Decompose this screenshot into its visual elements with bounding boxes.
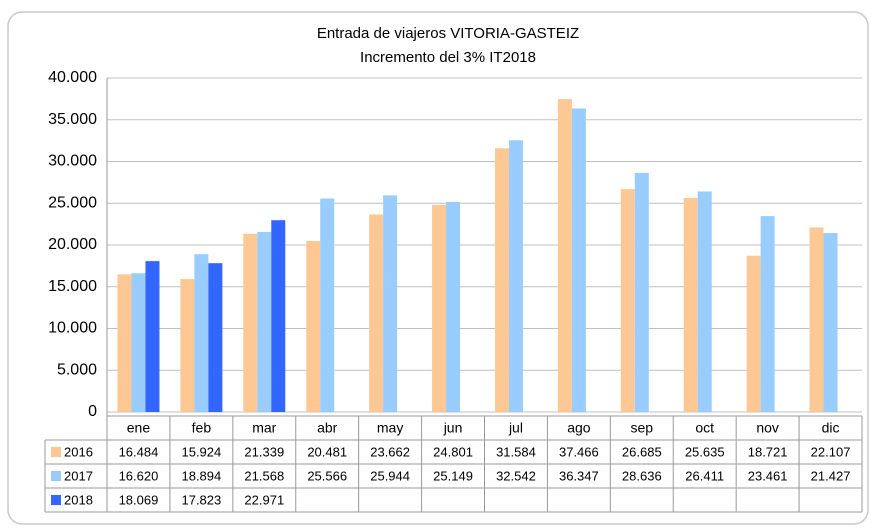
table-value: 22.107 (811, 444, 851, 459)
x-tick-label: nov (756, 420, 779, 436)
bar (557, 99, 572, 412)
table-value: 16.484 (119, 444, 159, 459)
table-value: 25.566 (307, 468, 347, 483)
table-value: 37.466 (559, 444, 599, 459)
x-tick-label: jul (508, 420, 523, 436)
chart-subtitle: Incremento del 3% IT2018 (360, 49, 536, 66)
bar (746, 255, 761, 412)
table-value: 18.069 (119, 492, 159, 507)
y-tick-label: 10.000 (48, 320, 97, 337)
table-value: 23.461 (748, 468, 788, 483)
y-tick-label: 5.000 (57, 361, 97, 378)
bar (257, 231, 272, 412)
legend-swatch (51, 447, 61, 457)
legend-swatch (51, 495, 61, 505)
table-value: 31.584 (496, 444, 536, 459)
bar (697, 191, 712, 412)
bar (760, 216, 775, 412)
x-tick-label: oct (695, 420, 714, 436)
table-value: 18.894 (181, 468, 221, 483)
x-tick-label: feb (192, 420, 212, 436)
bar (145, 261, 160, 412)
table-value: 26.411 (685, 468, 724, 483)
x-tick-label: ene (127, 420, 151, 436)
x-tick-label: abr (317, 420, 338, 436)
bar (180, 279, 195, 412)
table-value: 36.347 (559, 468, 599, 483)
table-value: 20.481 (307, 444, 347, 459)
table-value: 28.636 (622, 468, 662, 483)
x-tick-label: dic (822, 420, 840, 436)
bar (306, 240, 321, 412)
chart-title: Entrada de viajeros VITORIA-GASTEIZ (317, 25, 579, 42)
bar (809, 227, 824, 412)
table-value: 24.801 (433, 444, 473, 459)
x-tick-label: jun (443, 420, 463, 436)
bar (271, 220, 286, 412)
table-value: 21.427 (811, 468, 851, 483)
y-tick-label: 20.000 (48, 236, 97, 253)
table-value: 32.542 (496, 468, 536, 483)
y-tick-label: 25.000 (48, 194, 97, 211)
bar (508, 140, 523, 413)
table-value: 22.971 (244, 492, 284, 507)
legend-label: 2016 (64, 444, 93, 459)
legend-label: 2018 (64, 492, 93, 507)
bar (194, 254, 209, 412)
table-value: 25.635 (685, 444, 725, 459)
table-value: 15.924 (181, 444, 221, 459)
table-value: 16.620 (119, 468, 159, 483)
x-tick-label: mar (252, 420, 276, 436)
bar (823, 233, 838, 412)
y-tick-label: 15.000 (48, 278, 97, 295)
table-value: 18.721 (748, 444, 788, 459)
bar (494, 148, 509, 412)
bar (243, 233, 258, 412)
table-value: 25.149 (433, 468, 473, 483)
y-tick-label: 35.000 (48, 111, 97, 128)
bar (683, 197, 698, 412)
legend-label: 2017 (64, 468, 93, 483)
bar (369, 214, 384, 412)
legend-swatch (51, 471, 61, 481)
table-value: 21.339 (244, 444, 284, 459)
table-value: 26.685 (622, 444, 662, 459)
bar (208, 263, 223, 412)
bar (620, 189, 635, 412)
bar (571, 108, 586, 412)
x-tick-label: may (377, 420, 403, 436)
y-tick-label: 40.000 (48, 69, 97, 86)
bar (117, 274, 132, 412)
bar (432, 204, 447, 412)
bar (320, 198, 335, 412)
y-tick-label: 0 (88, 403, 97, 420)
x-tick-label: ago (567, 420, 591, 436)
table-value: 17.823 (181, 492, 221, 507)
y-tick-label: 30.000 (48, 153, 97, 170)
bar (446, 202, 461, 412)
table-value: 23.662 (370, 444, 410, 459)
bar (383, 195, 398, 412)
table-value: 21.568 (244, 468, 284, 483)
x-tick-label: sep (631, 420, 654, 436)
table-value: 25.944 (370, 468, 410, 483)
bar (131, 273, 146, 412)
bar (634, 172, 649, 412)
